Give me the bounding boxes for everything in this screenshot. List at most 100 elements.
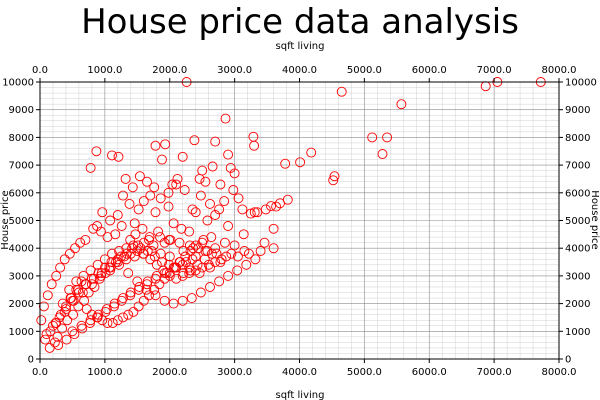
data-point xyxy=(210,210,221,220)
data-point xyxy=(146,246,157,256)
data-point xyxy=(249,140,260,151)
data-point xyxy=(124,198,135,209)
data-point xyxy=(112,315,123,326)
data-point xyxy=(45,326,56,337)
y-tick-label-right: 9000 xyxy=(565,105,590,116)
data-point xyxy=(250,254,261,265)
data-point xyxy=(92,312,103,323)
data-point xyxy=(154,279,165,290)
y-tick-label-right: 10000 xyxy=(565,78,597,89)
data-point xyxy=(245,208,256,219)
data-point xyxy=(61,304,71,315)
data-point xyxy=(102,232,113,243)
y-tick-label-right: 1000 xyxy=(565,327,590,338)
x-axis-label-bottom: sqft living xyxy=(276,390,325,400)
data-point xyxy=(54,312,65,323)
grid xyxy=(39,81,560,360)
data-point xyxy=(127,182,138,193)
x-tick-label-top: 3000.0 xyxy=(217,65,252,76)
data-point xyxy=(155,232,165,243)
data-point xyxy=(177,295,188,306)
data-point xyxy=(71,284,82,295)
data-point xyxy=(70,243,80,254)
data-point xyxy=(132,276,143,287)
data-point xyxy=(133,204,144,215)
data-point xyxy=(155,248,166,259)
data-point xyxy=(144,290,154,301)
data-point xyxy=(199,254,210,265)
data-point xyxy=(223,270,234,281)
data-point xyxy=(128,240,139,251)
x-tick-label-bottom: 6000.0 xyxy=(412,367,447,378)
data-point xyxy=(238,229,249,240)
data-point xyxy=(214,204,225,215)
data-point xyxy=(116,221,127,231)
data-point xyxy=(225,162,236,173)
data-point xyxy=(200,176,211,187)
data-point xyxy=(64,248,75,259)
data-point xyxy=(102,318,113,328)
x-tick-label-bottom: 4000.0 xyxy=(282,367,317,378)
data-point xyxy=(194,173,205,184)
data-point xyxy=(61,334,72,345)
data-point xyxy=(229,168,240,179)
data-point xyxy=(118,293,128,304)
data-point xyxy=(137,223,148,234)
data-point xyxy=(220,113,231,124)
data-point xyxy=(159,273,170,284)
data-point xyxy=(40,334,51,345)
data-point xyxy=(174,237,185,248)
y-tick-label-right: 2000 xyxy=(565,299,590,310)
data-point xyxy=(149,182,160,193)
data-point xyxy=(50,318,61,328)
data-point xyxy=(132,246,143,256)
data-point xyxy=(210,257,221,268)
data-point xyxy=(99,254,110,265)
y-tick-label-right: 3000 xyxy=(565,271,590,282)
data-point xyxy=(329,171,340,182)
y-tick-label-left: 10000 xyxy=(2,78,34,89)
x-tick-label-top: 5000.0 xyxy=(347,65,382,76)
data-point xyxy=(480,81,491,92)
data-point xyxy=(71,276,82,287)
data-point xyxy=(149,284,160,295)
y-tick-label-left: 2000 xyxy=(9,299,34,310)
data-point xyxy=(164,268,175,279)
data-point xyxy=(105,215,116,226)
y-tick-label-left: 3000 xyxy=(9,271,34,282)
data-point xyxy=(239,246,250,256)
data-point xyxy=(92,259,103,270)
data-point xyxy=(158,265,169,276)
data-point xyxy=(336,86,347,97)
data-point xyxy=(219,196,230,207)
data-point xyxy=(86,279,97,290)
data-point xyxy=(81,304,92,315)
data-point xyxy=(171,179,182,190)
x-tick-label-bottom: 0.0 xyxy=(32,367,48,378)
data-point xyxy=(211,248,222,259)
y-tick-label-left: 7000 xyxy=(9,161,34,172)
data-point xyxy=(177,151,188,162)
data-point xyxy=(175,257,186,268)
data-point xyxy=(206,232,217,243)
data-point xyxy=(226,248,237,259)
data-point xyxy=(214,276,225,287)
data-point xyxy=(197,237,208,248)
data-point xyxy=(61,301,71,312)
data-point xyxy=(382,132,393,143)
data-point xyxy=(160,139,171,150)
data-point xyxy=(195,190,206,201)
data-point xyxy=(129,218,140,229)
x-tick-label-bottom: 7000.0 xyxy=(477,367,512,378)
data-point xyxy=(164,251,175,262)
y-tick-label-left: 9000 xyxy=(9,105,34,116)
data-point xyxy=(179,185,190,195)
data-point xyxy=(185,265,196,276)
data-point xyxy=(97,315,108,326)
data-point xyxy=(97,207,108,218)
data-point xyxy=(76,276,87,287)
data-point xyxy=(138,196,149,207)
y-tick-label-left: 0 xyxy=(28,355,34,366)
data-point xyxy=(268,223,279,234)
data-point xyxy=(52,331,63,342)
